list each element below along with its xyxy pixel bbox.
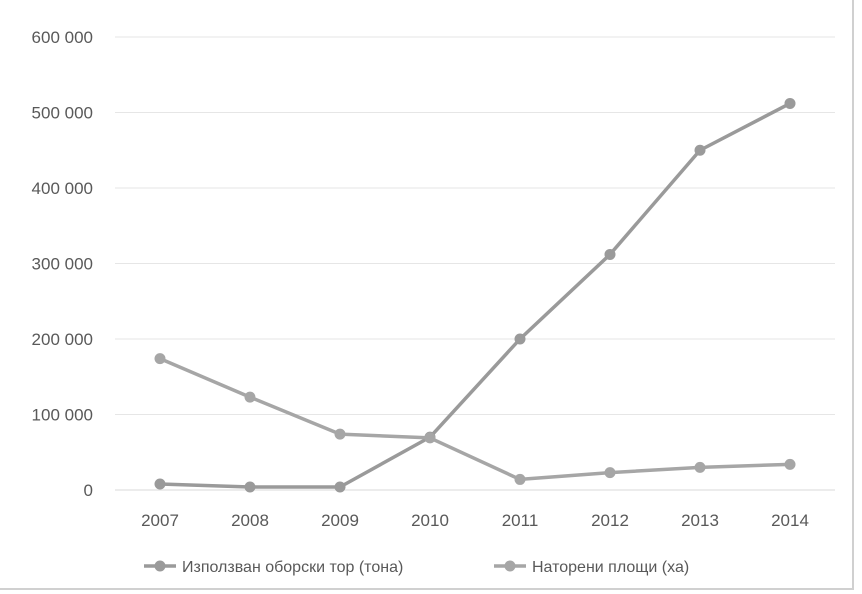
data-point — [334, 481, 346, 493]
legend-swatch-marker — [154, 560, 166, 572]
y-tick-label: 0 — [84, 481, 93, 500]
x-tick-label: 2014 — [771, 511, 809, 530]
legend-item: Използван оборски тор (тона) — [144, 559, 403, 576]
series-2 — [154, 353, 796, 485]
data-point — [514, 333, 526, 345]
data-point — [154, 353, 166, 365]
y-tick-label: 400 000 — [32, 179, 93, 198]
data-point — [694, 461, 706, 473]
y-tick-label: 200 000 — [32, 330, 93, 349]
data-point — [244, 391, 256, 403]
series-line — [158, 101, 792, 489]
series-layer — [154, 97, 796, 493]
x-tick-label: 2009 — [321, 511, 359, 530]
data-point — [424, 432, 436, 444]
data-point — [244, 481, 256, 493]
data-point — [784, 458, 796, 470]
legend: Използван оборски тор (тона) Наторени пло… — [144, 559, 689, 576]
x-tick-label: 2007 — [141, 511, 179, 530]
series-line — [158, 356, 792, 482]
data-point — [784, 97, 796, 109]
y-tick-label: 600 000 — [32, 28, 93, 47]
y-tick-label: 300 000 — [32, 255, 93, 274]
legend-item: Наторени площи (ха) — [494, 559, 689, 576]
data-point — [604, 467, 616, 479]
series-1 — [154, 97, 796, 493]
legend-label: Наторени площи (ха) — [532, 559, 689, 576]
x-tick-label: 2013 — [681, 511, 719, 530]
x-tick-label: 2008 — [231, 511, 269, 530]
legend-swatch-marker — [504, 560, 516, 572]
data-point — [334, 428, 346, 440]
data-point — [694, 144, 706, 156]
y-axis-ticks: 0 100 000 200 000 300 000 400 000 500 000 600 … — [32, 28, 93, 500]
x-tick-label: 2012 — [591, 511, 629, 530]
data-point — [604, 248, 616, 260]
y-tick-label: 500 000 — [32, 104, 93, 123]
data-point — [514, 473, 526, 485]
x-tick-label: 2010 — [411, 511, 449, 530]
y-tick-label: 100 000 — [32, 406, 93, 425]
legend-label: Използван оборски тор (тона) — [182, 559, 403, 576]
data-point — [154, 478, 166, 490]
x-tick-label: 2011 — [502, 511, 539, 530]
x-axis-ticks: 2007 2008 2009 2010 2011 2012 2013 2014 — [141, 511, 809, 530]
gridlines — [115, 36, 835, 491]
